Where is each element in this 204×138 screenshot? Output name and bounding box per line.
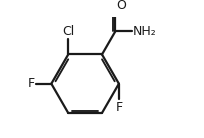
Text: NH₂: NH₂ <box>133 25 156 38</box>
Text: O: O <box>116 0 126 12</box>
Text: F: F <box>27 77 34 90</box>
Text: F: F <box>115 101 122 114</box>
Text: Cl: Cl <box>62 25 74 38</box>
